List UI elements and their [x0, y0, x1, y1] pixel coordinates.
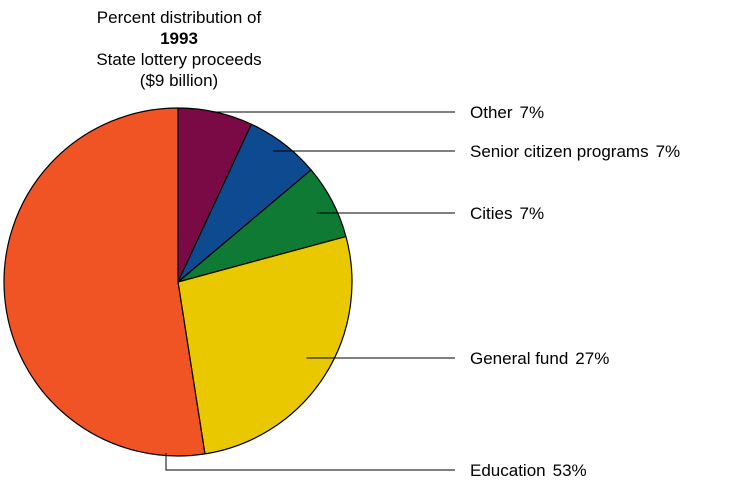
title-line-4: ($9 billion): [139, 71, 219, 90]
title-line-3: State lottery proceeds: [96, 50, 262, 69]
slice-label-name: Cities: [470, 204, 513, 223]
slice-label-name: General fund: [470, 349, 568, 368]
slice-label-cities: Cities 7%: [470, 204, 544, 223]
slice-label-name: Education: [470, 461, 546, 480]
slice-education: [3, 107, 206, 457]
slice-label-senior-citizen-programs: Senior citizen programs 7%: [470, 142, 680, 161]
slice-label-value: 27%: [575, 349, 609, 368]
slice-label-value: 53%: [553, 461, 587, 480]
slice-label-value: 7%: [520, 204, 545, 223]
slice-label-value: 7%: [520, 103, 545, 122]
slices-layer: [3, 107, 353, 457]
chart-title: Percent distribution of 1993 State lotte…: [40, 7, 318, 91]
slice-label-other: Other 7%: [470, 103, 544, 122]
title-line-1: Percent distribution of: [96, 8, 262, 27]
title-year: 1993: [160, 29, 198, 48]
slice-general-fund: [177, 235, 353, 455]
slice-label-name: Other: [470, 103, 513, 122]
slice-label-value: 7%: [656, 142, 681, 161]
slice-label-general-fund: General fund 27%: [470, 349, 609, 368]
labels-layer: Other 7% Senior citizen programs 7% Cities 7%…: [470, 103, 680, 480]
leader-line-education: [165, 453, 455, 471]
leader-lines-layer: [165, 111, 455, 471]
slice-label-education: Education 53%: [470, 461, 587, 480]
slice-label-name: Senior citizen programs: [470, 142, 649, 161]
